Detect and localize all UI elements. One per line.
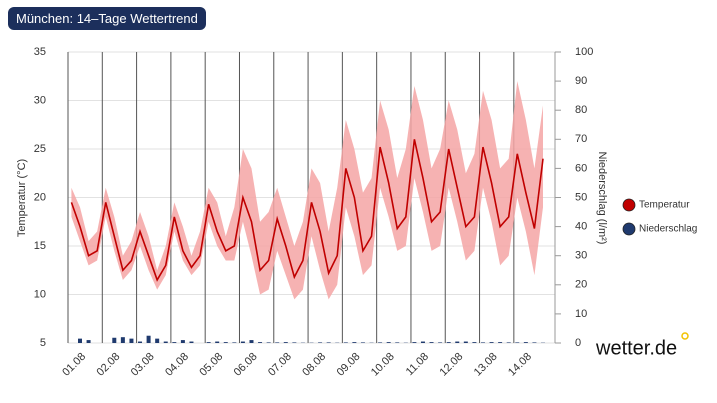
precip-bar <box>240 341 245 343</box>
precip-bar <box>498 342 503 343</box>
precip-bar <box>463 341 468 343</box>
precip-bar <box>506 342 511 343</box>
precip-bar <box>446 342 451 343</box>
precip-bar <box>223 342 228 343</box>
chart-title: München: 14–Tage Wettertrend <box>8 7 206 30</box>
legend-marker <box>622 198 636 212</box>
temperature-line <box>70 139 544 282</box>
precip-bar <box>172 342 177 343</box>
precip-bar <box>163 341 168 343</box>
precip-bar <box>378 342 383 343</box>
y2-tick-label: 70 <box>575 133 587 145</box>
y2-axis-label: Niederschlag (l/m²) <box>596 152 608 245</box>
x-tick-label: 13.08 <box>472 351 500 379</box>
precip-bar <box>429 342 434 343</box>
y2-tick-label: 50 <box>575 191 587 203</box>
x-tick-label: 06.08 <box>232 351 260 379</box>
precip-bar <box>249 340 254 343</box>
precip-bar <box>343 342 348 343</box>
precip-bar <box>266 342 271 343</box>
x-tick-label: 05.08 <box>197 351 225 379</box>
precip-bar <box>412 342 417 343</box>
x-tick-label: 07.08 <box>266 351 294 379</box>
legend-marker <box>622 222 636 236</box>
y2-tick-label: 80 <box>575 104 587 116</box>
precip-bar <box>523 342 528 343</box>
x-tick-label: 11.08 <box>404 351 431 378</box>
legend-label: Niederschlag <box>639 224 697 235</box>
x-tick-label: 08.08 <box>300 351 328 379</box>
y-tick-label: 30 <box>34 94 46 106</box>
logo: wetter.de <box>595 337 677 359</box>
precip-bar <box>232 342 237 343</box>
precip-bar <box>420 341 425 343</box>
precip-bar <box>438 342 443 343</box>
precip-bar <box>206 342 211 343</box>
y-tick-label: 5 <box>40 337 46 349</box>
x-tick-label: 03.08 <box>129 351 157 379</box>
precip-bar <box>283 342 288 343</box>
x-tick-label: 12.08 <box>437 351 465 379</box>
y-tick-label: 10 <box>34 288 46 300</box>
precip-bar <box>326 342 331 343</box>
precip-bar <box>472 342 477 343</box>
x-tick-label: 10.08 <box>369 351 397 379</box>
precip-bar <box>138 341 143 343</box>
precip-bar <box>292 342 297 343</box>
y2-tick-label: 0 <box>575 337 581 349</box>
precip-bar <box>146 335 151 343</box>
precip-bar <box>86 340 91 343</box>
precip-bar <box>489 342 494 343</box>
y2-tick-label: 100 <box>575 46 593 58</box>
precip-bar <box>215 341 220 343</box>
precip-bar <box>455 341 460 343</box>
y-tick-label: 35 <box>34 46 46 58</box>
precip-bar <box>180 340 185 343</box>
precip-bar <box>155 338 160 343</box>
y2-tick-label: 40 <box>575 221 587 233</box>
y2-tick-label: 30 <box>575 250 587 262</box>
y-tick-label: 15 <box>34 240 46 252</box>
x-tick-label: 02.08 <box>95 351 123 379</box>
precip-bar <box>120 337 125 343</box>
y2-tick-label: 20 <box>575 279 587 291</box>
y2-tick-label: 60 <box>575 162 587 174</box>
y-axis-label: Temperatur (°C) <box>16 159 28 237</box>
precip-bar <box>78 338 83 343</box>
x-tick-label: 01.08 <box>60 351 88 379</box>
y-tick-label: 25 <box>34 143 46 155</box>
precip-bar <box>258 342 263 343</box>
precip-bar <box>386 342 391 343</box>
y-tick-label: 20 <box>34 191 46 203</box>
precip-bar <box>532 342 537 343</box>
y2-tick-label: 90 <box>575 75 587 87</box>
legend-label: Temperatur <box>639 200 690 211</box>
x-tick-label: 04.08 <box>163 351 191 379</box>
precip-bar <box>360 342 365 343</box>
precip-bar <box>395 342 400 343</box>
precip-bar <box>515 342 520 343</box>
precip-bar <box>112 337 117 343</box>
temperature-band <box>71 81 543 300</box>
precip-bar <box>480 342 485 343</box>
logo-dot <box>681 332 689 340</box>
y2-tick-label: 10 <box>575 308 587 320</box>
precip-bar <box>189 341 194 343</box>
precip-bar <box>352 342 357 343</box>
precip-bar <box>318 342 323 343</box>
x-tick-label: 14.08 <box>506 351 534 379</box>
precip-bar <box>129 338 134 343</box>
precip-bar <box>275 342 280 343</box>
x-tick-label: 09.08 <box>335 351 363 379</box>
